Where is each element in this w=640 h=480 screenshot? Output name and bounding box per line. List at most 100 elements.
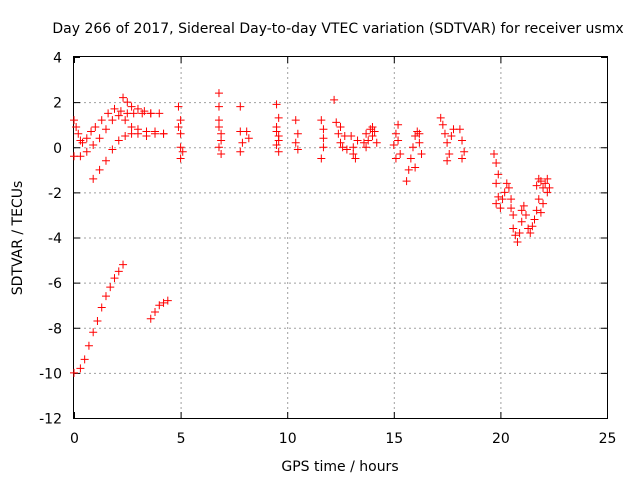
data-point (95, 134, 104, 143)
data-point (140, 107, 149, 116)
data-point (517, 206, 526, 215)
data-point (127, 102, 136, 111)
data-point (133, 104, 142, 113)
y-tick-label: -4 (48, 231, 62, 247)
data-point (151, 129, 160, 138)
data-point (89, 328, 98, 337)
x-tick-labels: 0 5 10 15 20 25 (70, 431, 616, 447)
y-tick-label: 2 (53, 96, 62, 112)
data-point (509, 210, 518, 219)
data-point (97, 303, 106, 312)
chart-title: Day 266 of 2017, Sidereal Day-to-day VTE… (52, 21, 623, 37)
data-point (338, 143, 347, 152)
data-point (458, 136, 467, 145)
x-tick-label: 5 (177, 431, 186, 447)
data-point (391, 129, 400, 138)
data-point (526, 228, 535, 237)
data-point (507, 195, 516, 204)
data-point (110, 274, 119, 283)
data-point (78, 138, 87, 147)
data-point (539, 199, 548, 208)
data-point (460, 147, 469, 156)
y-tick-label: -10 (39, 366, 62, 382)
data-point (443, 138, 452, 147)
data-point (72, 122, 81, 131)
data-point (176, 154, 185, 163)
data-point (319, 143, 328, 152)
y-axis-label: SDTVAR / TECUs (10, 181, 26, 296)
data-point (509, 224, 518, 233)
data-point (543, 174, 552, 183)
data-point (415, 129, 424, 138)
data-point (536, 177, 545, 186)
data-point (238, 138, 247, 147)
data-point (530, 215, 539, 224)
data-point (455, 125, 464, 134)
data-point (532, 181, 541, 190)
x-tick-label: 0 (70, 431, 79, 447)
data-point (411, 131, 420, 140)
data-point (76, 152, 85, 161)
data-point (496, 204, 505, 213)
data-point (74, 129, 83, 138)
data-point (517, 217, 526, 226)
data-point (123, 98, 132, 107)
data-point (274, 113, 283, 122)
data-point (108, 116, 117, 125)
data-point (317, 116, 326, 125)
data-point (101, 156, 110, 165)
data-point (436, 113, 445, 122)
data-point (402, 177, 411, 186)
data-point (176, 116, 185, 125)
data-point (244, 134, 253, 143)
data-point (353, 136, 362, 145)
data-point (236, 102, 245, 111)
data-point (214, 102, 223, 111)
data-point (217, 129, 226, 138)
data-point (415, 138, 424, 147)
data-points (70, 89, 554, 377)
data-point (515, 228, 524, 237)
data-point (536, 208, 545, 217)
data-point (97, 116, 106, 125)
data-point (110, 104, 119, 113)
data-point (513, 238, 522, 247)
data-point (370, 127, 379, 136)
x-tick-label: 25 (599, 431, 617, 447)
data-point (80, 355, 89, 364)
data-point (362, 129, 371, 138)
data-point (101, 292, 110, 301)
data-point (214, 122, 223, 131)
data-point (511, 231, 520, 240)
data-point (174, 102, 183, 111)
data-point (389, 140, 398, 149)
data-point (146, 109, 155, 118)
data-point (272, 100, 281, 109)
data-point (293, 145, 302, 154)
data-point (214, 116, 223, 125)
data-point (104, 109, 113, 118)
x-tick-label: 20 (492, 431, 510, 447)
data-point (242, 127, 251, 136)
data-point (317, 154, 326, 163)
data-point (411, 163, 420, 172)
data-point (504, 183, 513, 192)
data-point (121, 116, 130, 125)
data-point (129, 109, 138, 118)
data-point (89, 140, 98, 149)
data-point (101, 125, 110, 134)
data-point (121, 131, 130, 140)
data-point (82, 134, 91, 143)
data-point (532, 206, 541, 215)
data-point (151, 307, 160, 316)
x-tick-label: 15 (385, 431, 403, 447)
data-point (174, 122, 183, 131)
data-point (106, 283, 115, 292)
data-point (391, 154, 400, 163)
data-point (146, 314, 155, 323)
data-point (521, 210, 530, 219)
data-point (406, 154, 415, 163)
data-point (528, 222, 537, 231)
data-point (498, 195, 507, 204)
